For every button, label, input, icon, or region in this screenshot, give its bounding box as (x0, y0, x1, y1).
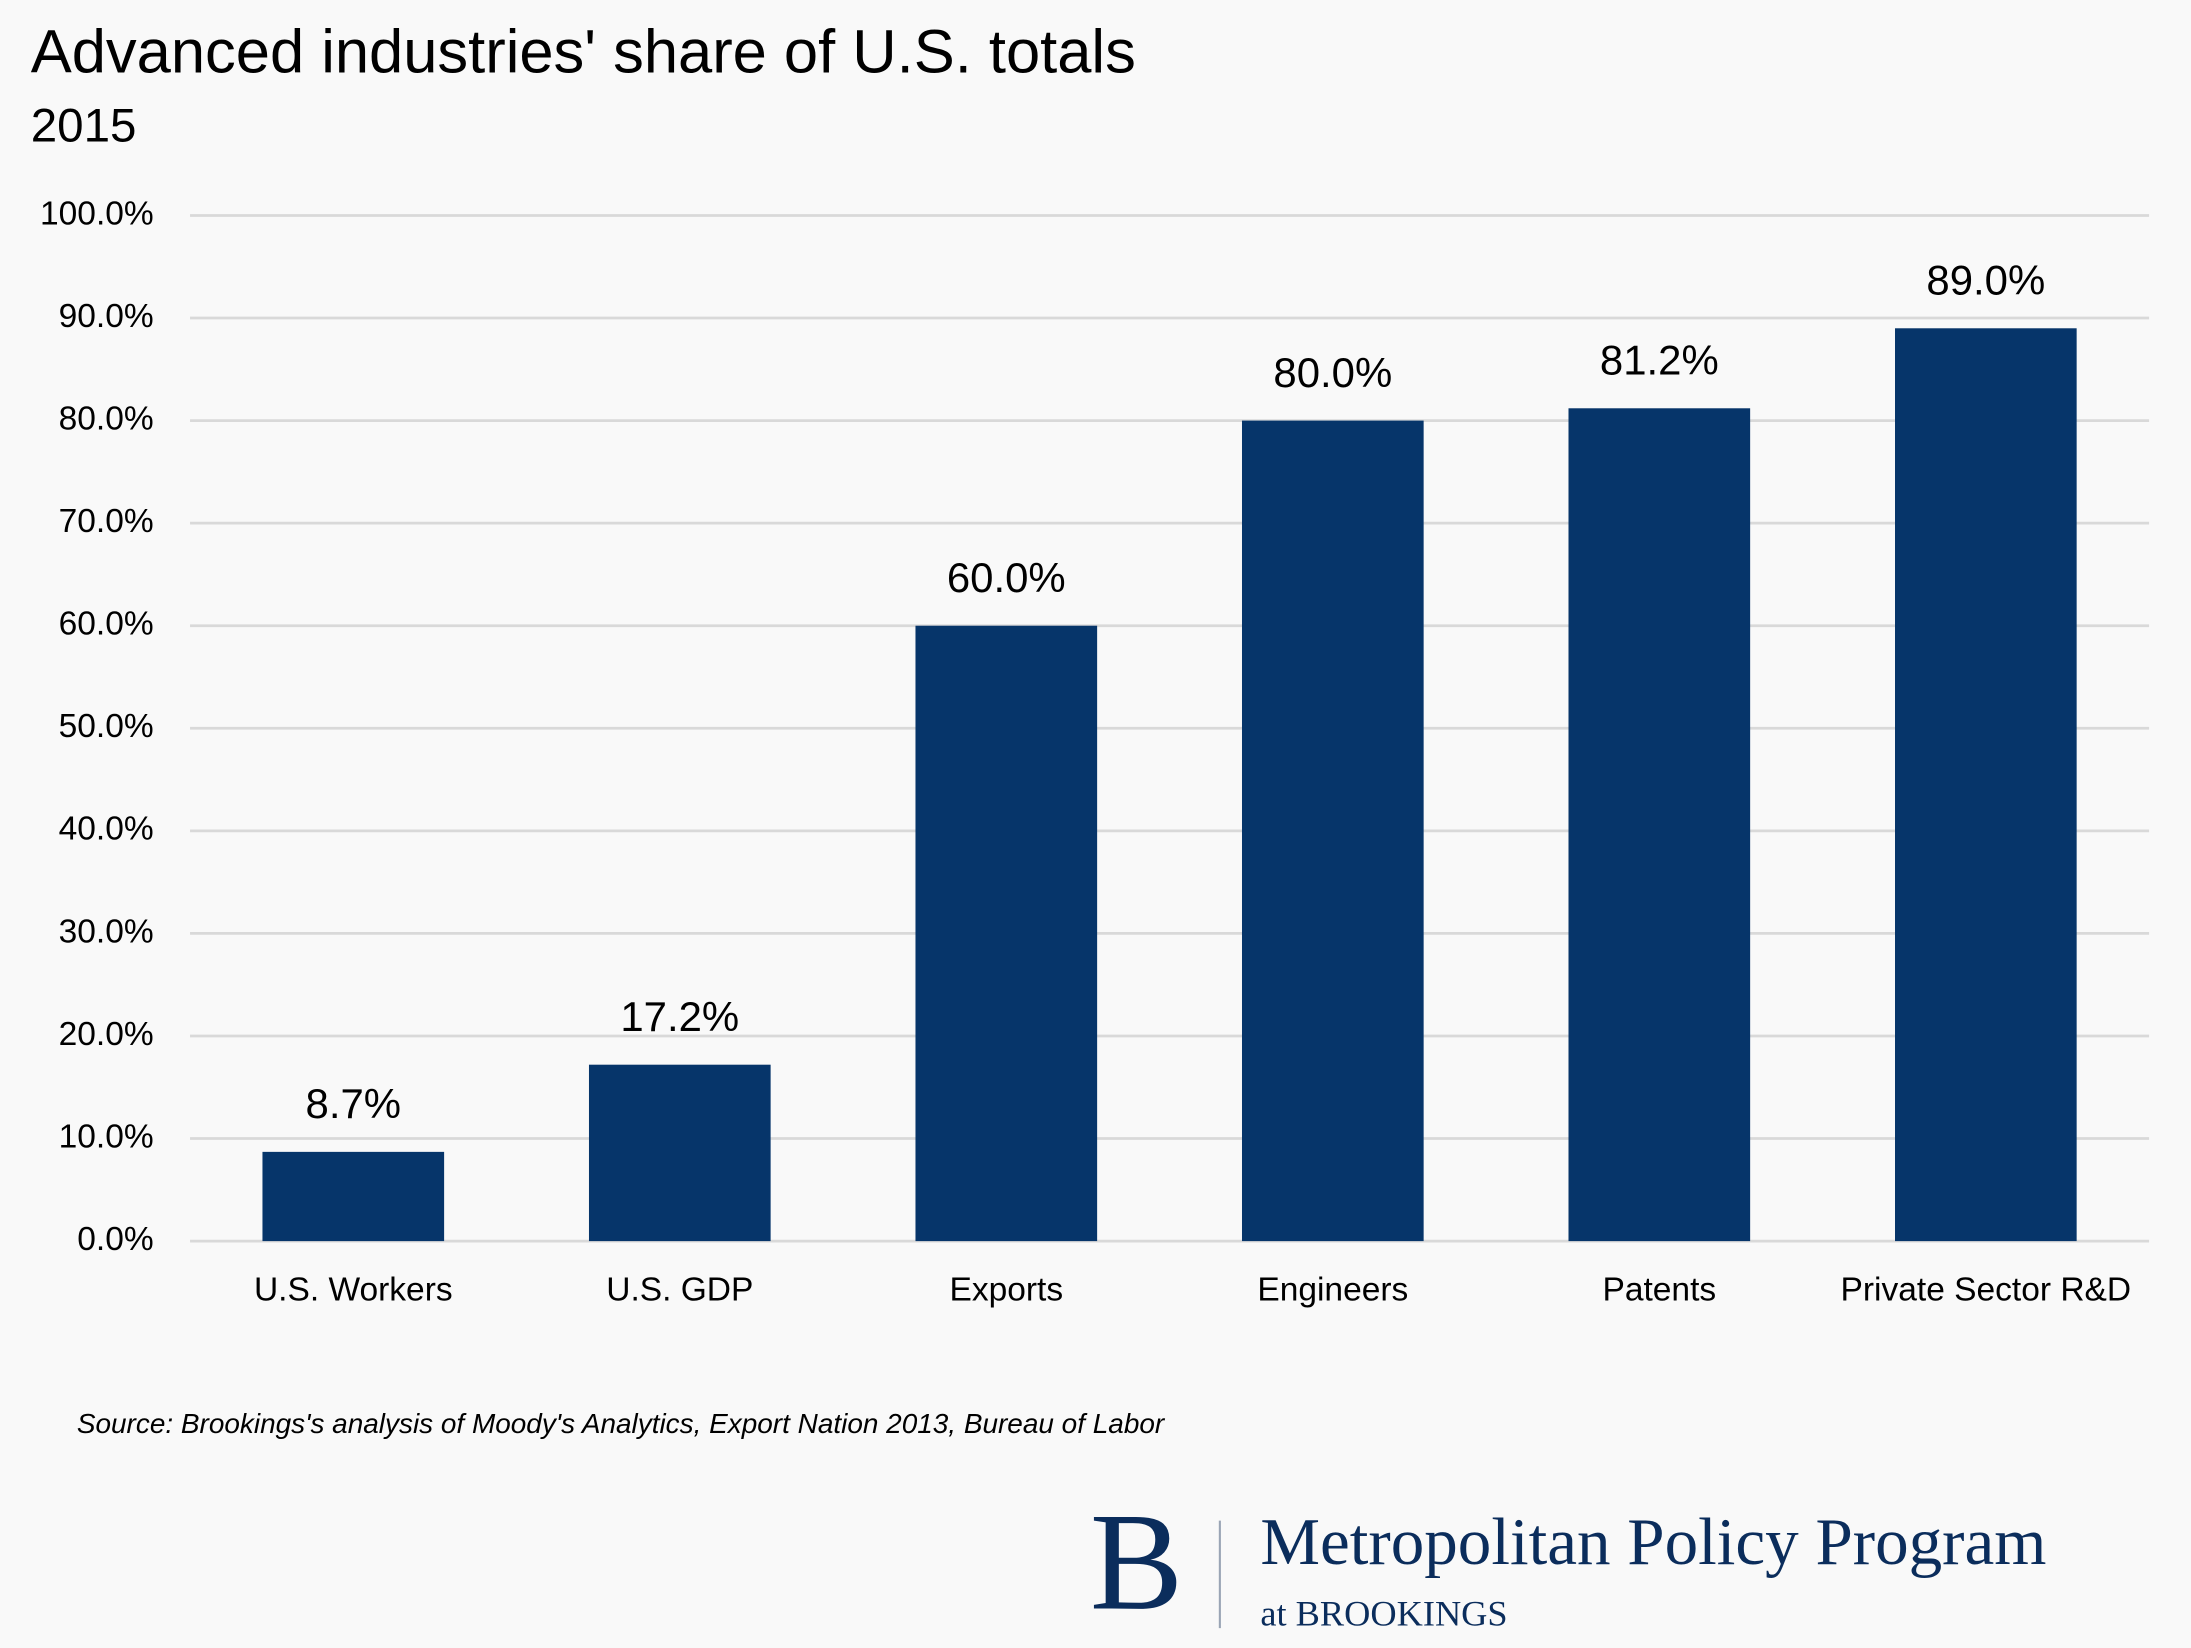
y-tick-label: 30.0% (59, 913, 154, 950)
logo-name: Metropolitan Policy Program (1260, 1504, 2046, 1579)
x-tick-label: U.S. Workers (254, 1271, 453, 1308)
y-tick-label: 40.0% (59, 811, 154, 848)
y-tick-label: 10.0% (59, 1118, 154, 1155)
chart-subtitle: 2015 (31, 99, 137, 152)
y-tick-label: 100.0% (40, 195, 154, 232)
bar (1895, 328, 2077, 1242)
value-label: 80.0% (1273, 349, 1392, 396)
value-label: 17.2% (620, 993, 739, 1040)
y-tick-label: 90.0% (59, 298, 154, 335)
value-label: 81.2% (1600, 337, 1719, 384)
x-tick-label: U.S. GDP (606, 1271, 753, 1308)
y-tick-label: 20.0% (59, 1016, 154, 1053)
value-label: 60.0% (947, 554, 1066, 601)
x-tick-label: Patents (1602, 1271, 1716, 1308)
y-tick-label: 60.0% (59, 606, 154, 643)
value-label: 89.0% (1926, 257, 2045, 304)
x-tick-label: Engineers (1257, 1271, 1408, 1308)
y-tick-label: 0.0% (77, 1221, 153, 1258)
bar (1241, 420, 1424, 1242)
x-tick-label: Private Sector R&D (1841, 1271, 2132, 1308)
logo-sub: at BROOKINGS (1260, 1593, 1507, 1633)
y-tick-label: 70.0% (59, 503, 154, 540)
bar (915, 625, 1098, 1242)
y-tick-label: 80.0% (59, 400, 154, 437)
chart-title: Advanced industries' share of U.S. total… (31, 17, 1136, 86)
value-label: 8.7% (306, 1080, 402, 1127)
bar (262, 1151, 445, 1242)
bar (1568, 408, 1751, 1242)
x-tick-label: Exports (949, 1271, 1063, 1308)
y-tick-label: 50.0% (59, 708, 154, 745)
bar (588, 1064, 771, 1242)
logo-mark: B (1090, 1485, 1183, 1640)
source-note: Source: Brookings's analysis of Moody's … (77, 1408, 1166, 1439)
